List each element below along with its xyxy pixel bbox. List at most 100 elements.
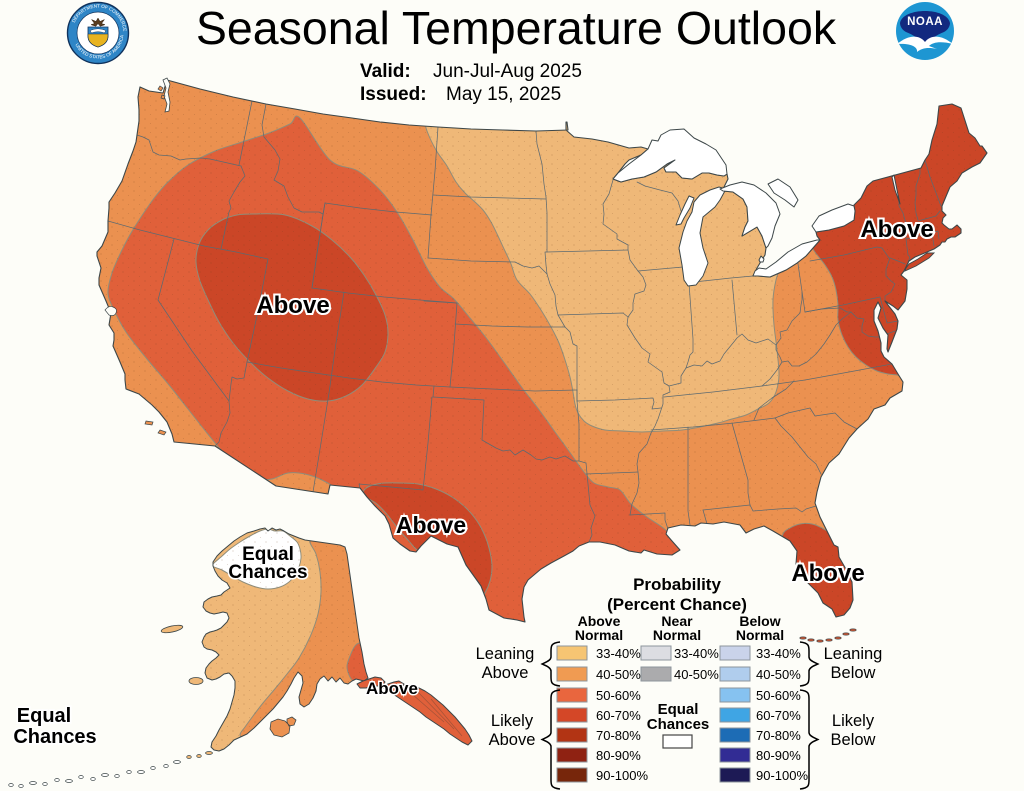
brace-likely-below bbox=[799, 689, 820, 790]
seal-shield-gold bbox=[87, 33, 109, 48]
panhandle-fjords bbox=[403, 686, 463, 737]
label-above-florida: Above bbox=[791, 560, 864, 587]
legend-label-above-0: 33-40% bbox=[596, 646, 641, 661]
legend-label-above-3: 60-70% bbox=[596, 708, 641, 723]
state-border-8 bbox=[246, 361, 451, 388]
florida-key-0 bbox=[849, 628, 857, 632]
label-above-northeast: Above bbox=[860, 216, 933, 243]
legend-swatch-below-5 bbox=[719, 747, 751, 763]
state-border-73 bbox=[311, 213, 324, 289]
florida-key-4 bbox=[816, 639, 824, 643]
aleutian-island-12 bbox=[65, 779, 73, 783]
state-border-58 bbox=[809, 246, 891, 262]
label-above-west: Above bbox=[256, 292, 329, 319]
label-above-texas: Above bbox=[396, 512, 466, 538]
legend-swatch-equal-chances bbox=[662, 734, 693, 749]
state-border-2 bbox=[220, 165, 246, 250]
legend-label-above-1: 40-50% bbox=[596, 667, 641, 682]
state-border-52 bbox=[693, 275, 754, 283]
aleutian-island-2 bbox=[186, 755, 192, 759]
legend-swatch-below-3 bbox=[719, 707, 751, 723]
legend-label-below-4: 70-80% bbox=[756, 728, 801, 743]
state-border-14 bbox=[449, 302, 458, 388]
legend-group-leaning-above-line2: Above bbox=[482, 664, 529, 682]
state-border-46 bbox=[753, 380, 795, 421]
legend-group-likely-above-line2: Above bbox=[489, 731, 536, 749]
state-border-0 bbox=[136, 134, 242, 167]
state-borders bbox=[107, 100, 942, 543]
aleutian-island-1 bbox=[196, 754, 202, 758]
brace-likely-above bbox=[540, 689, 561, 790]
legend-group-leaning-below-line1: Leaning bbox=[824, 645, 883, 663]
state-border-67 bbox=[914, 168, 921, 221]
legend-col-near-line1: Near bbox=[661, 613, 693, 629]
aleutian-island-6 bbox=[137, 770, 145, 774]
legend-label-below-1: 40-50% bbox=[756, 667, 801, 682]
aleutian-island-3 bbox=[173, 760, 181, 764]
commerce-seal-logo: DEPARTMENT OF COMMERCE UNITED STATES OF … bbox=[66, 1, 130, 65]
legend-label-below-0: 33-40% bbox=[756, 646, 801, 661]
state-border-3 bbox=[107, 220, 269, 260]
state-border-41 bbox=[702, 504, 751, 511]
state-border-1 bbox=[238, 100, 253, 166]
state-border-28 bbox=[432, 385, 435, 398]
legend-group-leaning-below-line2: Below bbox=[831, 664, 876, 682]
state-border-29 bbox=[481, 439, 587, 464]
noaa-logo: NOAA bbox=[896, 2, 954, 60]
state-border-31 bbox=[585, 462, 596, 543]
fjord-line-2 bbox=[430, 698, 463, 737]
state-border-39 bbox=[761, 363, 893, 387]
legend-group-likely-below-line1: Likely bbox=[832, 712, 875, 730]
legend-swatch-above-2 bbox=[556, 687, 588, 703]
florida-key-1 bbox=[842, 632, 850, 636]
kodiak-island bbox=[269, 716, 297, 738]
state-border-68 bbox=[917, 210, 941, 222]
florida-key-3 bbox=[825, 638, 833, 642]
state-border-56 bbox=[796, 256, 806, 313]
florida-key-2 bbox=[834, 636, 842, 640]
legend-label-below-6: 90-100% bbox=[756, 768, 808, 783]
aleutian-island-14 bbox=[42, 782, 48, 786]
lake-erie bbox=[752, 239, 821, 278]
channel-islands bbox=[144, 420, 167, 436]
aleutian-island-0 bbox=[205, 751, 213, 755]
state-border-54 bbox=[636, 181, 682, 212]
legend-swatch-above-5 bbox=[556, 747, 588, 763]
state-border-36 bbox=[687, 426, 691, 526]
state-border-19 bbox=[544, 196, 548, 275]
state-border-16 bbox=[514, 261, 548, 275]
puget-sound bbox=[162, 77, 171, 113]
state-border-71 bbox=[924, 159, 942, 207]
state-border-32 bbox=[585, 471, 639, 475]
state-border-50 bbox=[685, 282, 694, 369]
state-border-15 bbox=[427, 257, 516, 263]
state-border-5 bbox=[214, 400, 231, 447]
state-border-64 bbox=[886, 330, 896, 335]
state-border-62 bbox=[821, 307, 881, 338]
state-border-43 bbox=[749, 504, 817, 513]
legend-col-near-line2: Normal bbox=[653, 627, 701, 643]
brace-leaning-above bbox=[540, 641, 561, 687]
legend-label-near-0: 33-40% bbox=[674, 646, 719, 661]
aleutian-island-7 bbox=[126, 770, 132, 774]
aleutian-island-17 bbox=[8, 783, 14, 787]
state-border-37 bbox=[650, 417, 776, 431]
great-lakes bbox=[612, 128, 901, 287]
legend-col-above-line2: Normal bbox=[575, 627, 623, 643]
legend-label-near-1: 40-50% bbox=[674, 667, 719, 682]
san-juan-islands bbox=[157, 85, 166, 100]
lake-greenbay bbox=[675, 195, 695, 226]
legend-swatch-below-1 bbox=[719, 666, 751, 682]
state-border-44 bbox=[774, 417, 822, 475]
state-border-72 bbox=[261, 103, 326, 215]
florida-key-5 bbox=[807, 638, 815, 642]
legend-title-1: Probability bbox=[633, 575, 721, 594]
st-lawrence-island bbox=[160, 624, 184, 634]
aleutian-island-10 bbox=[90, 777, 96, 781]
aleutian-island-4 bbox=[163, 764, 169, 768]
legend-label-below-3: 60-70% bbox=[756, 708, 801, 723]
seal-eagle bbox=[90, 17, 106, 27]
state-border-13 bbox=[427, 126, 439, 259]
alaska-islands bbox=[160, 624, 297, 738]
